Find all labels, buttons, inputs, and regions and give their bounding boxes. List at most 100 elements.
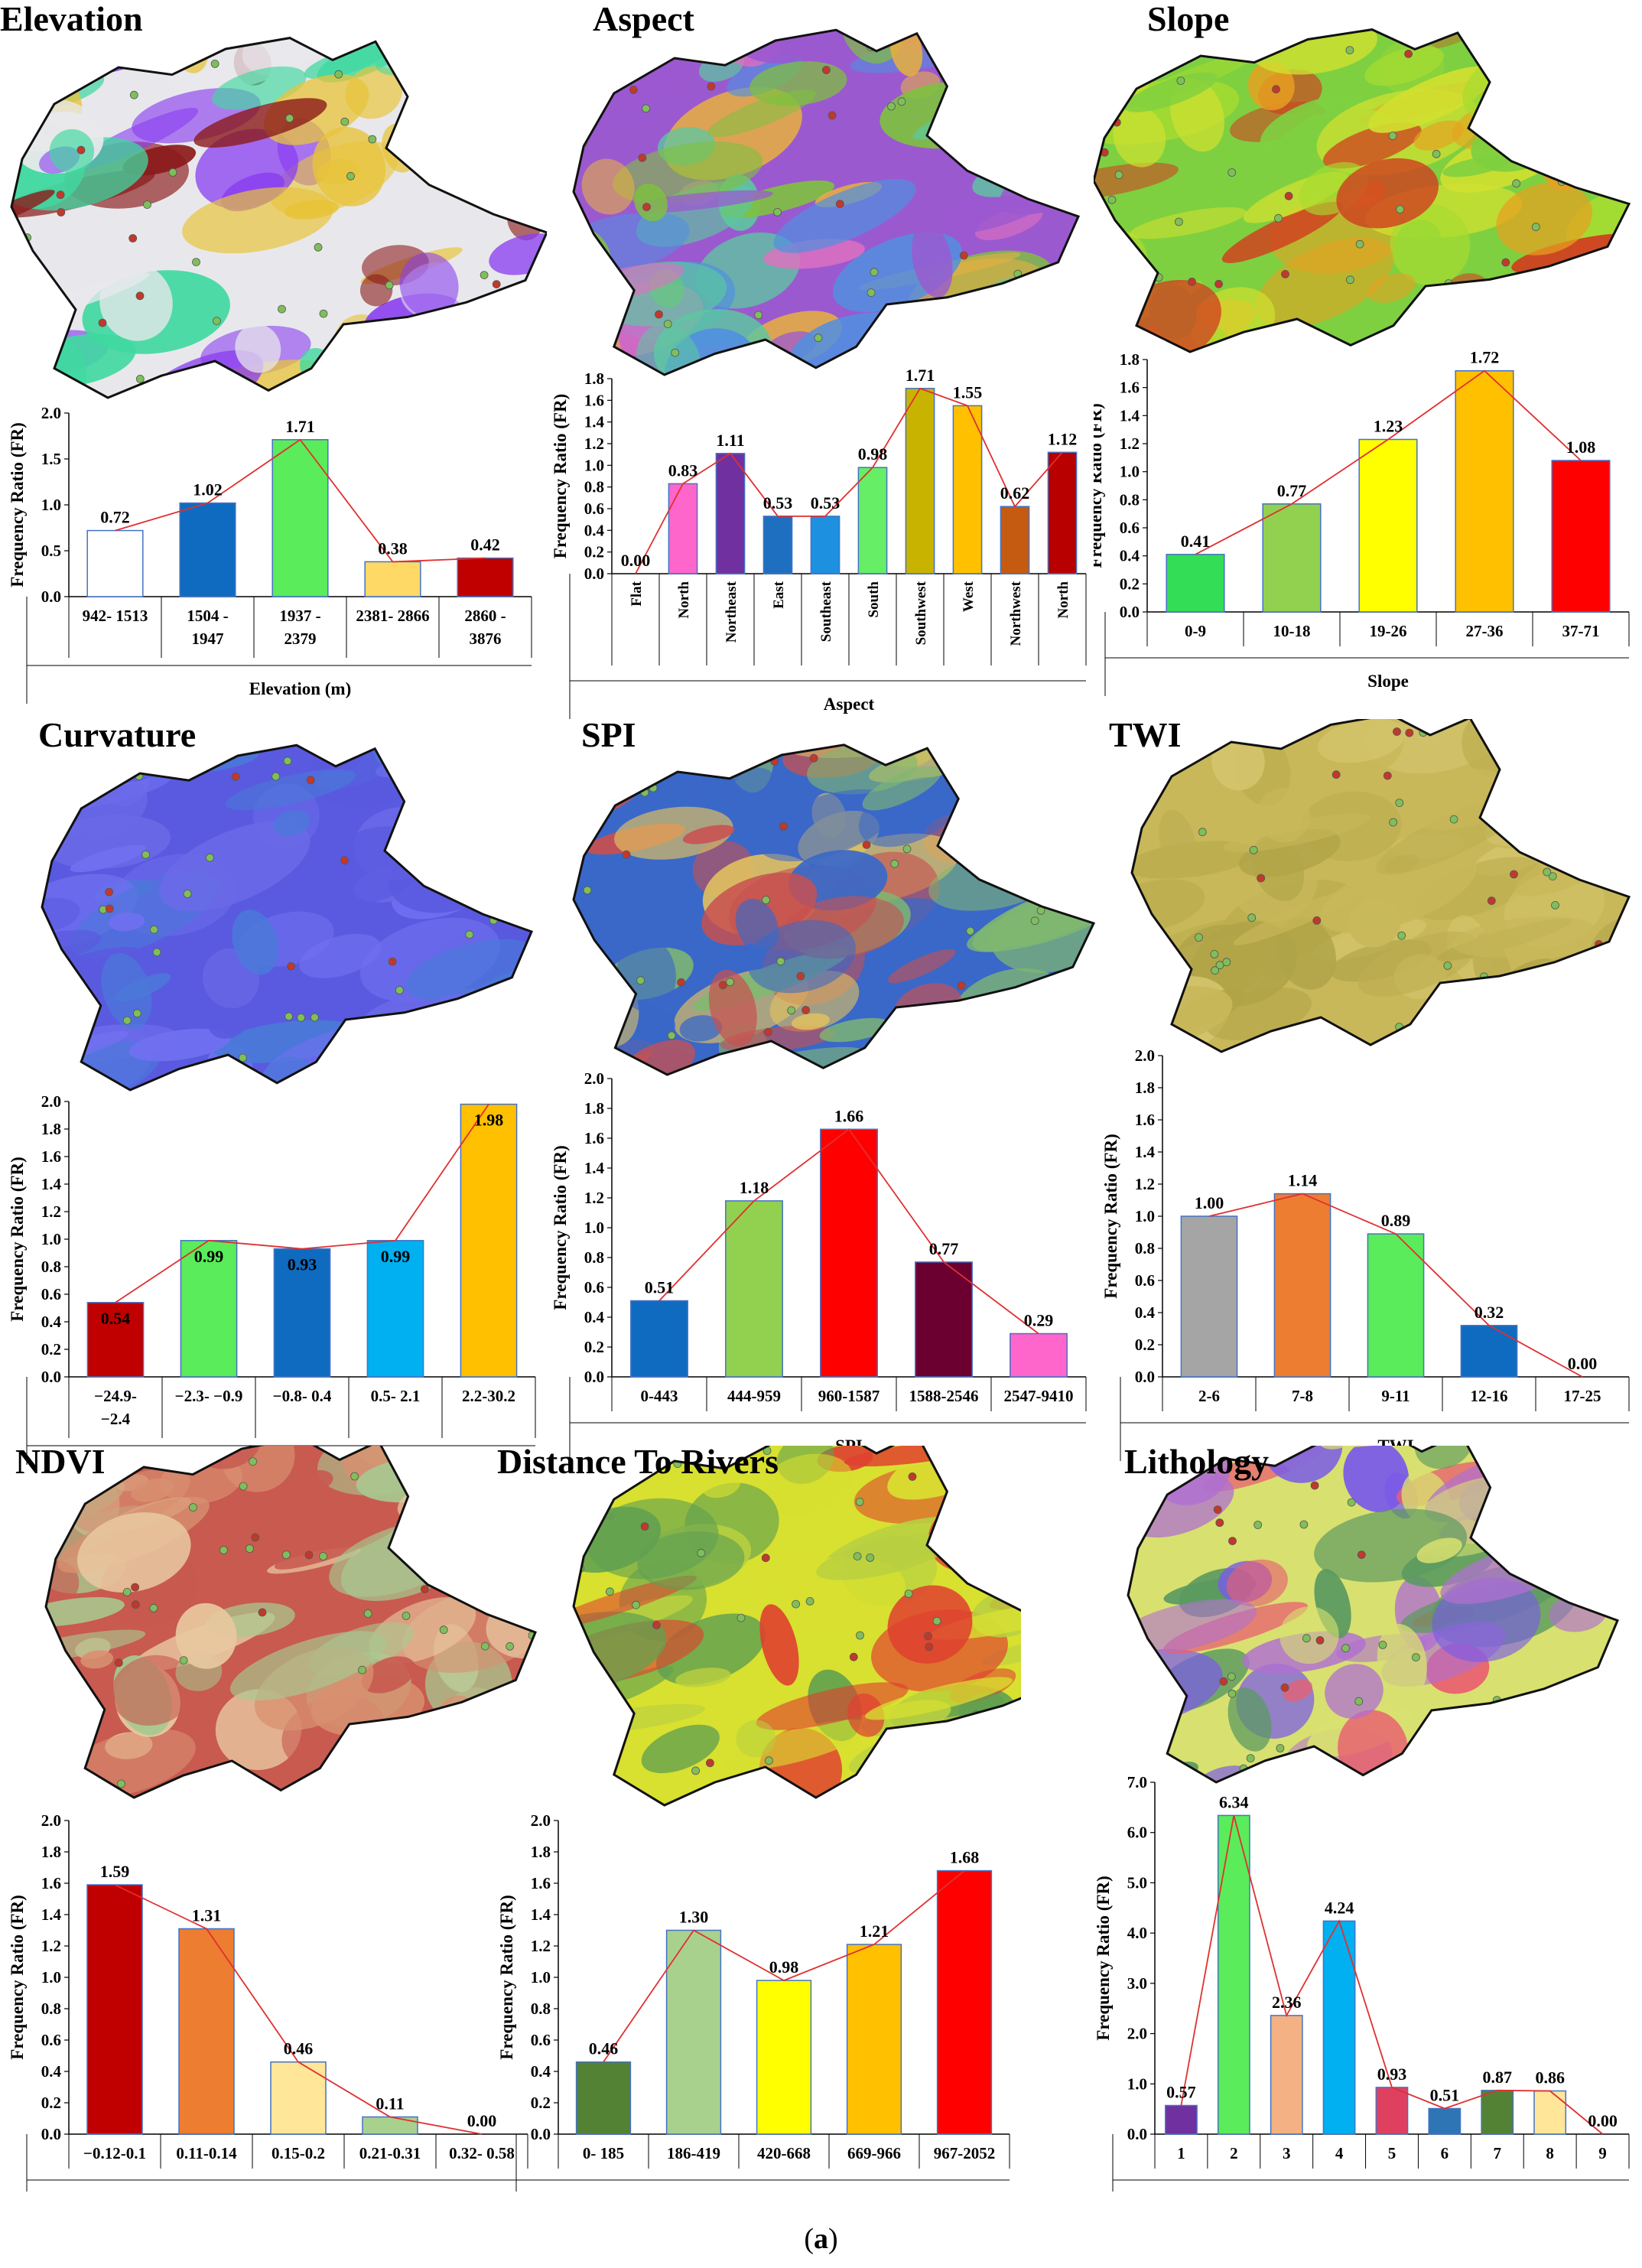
distance-to-rivers-ylabel: Frequency Ratio (FR) xyxy=(497,1895,516,2059)
lithology-trend-line xyxy=(1180,1815,1604,2135)
twi-map xyxy=(1130,719,1631,1053)
distance-to-rivers-bar xyxy=(575,2061,632,2135)
elevation-data-label: 0.72 xyxy=(100,508,130,527)
aspect-chart: 0.0 0.2 0.4 0.6 0.8 1.0 1.2 1.4 1.6 1.8 Frequency … xyxy=(551,28,1087,719)
slope-xtick: 27-36 xyxy=(1466,622,1504,640)
distance-to-rivers-panel: 0.0 0.2 0.4 0.6 0.8 1.0 1.2 1.4 1.6 1.8 2.0 Frequen… xyxy=(474,1442,1021,2192)
ndvi-ytick: 1.6 xyxy=(41,1874,61,1892)
distance-to-rivers-xtick: 420-668 xyxy=(757,2144,811,2162)
lithology-xtick: 9 xyxy=(1598,2144,1607,2162)
lithology-ytick: 5.0 xyxy=(1127,1873,1147,1892)
ndvi-ytick: 0.2 xyxy=(41,2094,61,2112)
aspect-bar xyxy=(668,483,698,574)
ndvi-bar-chart: 0.0 0.2 0.4 0.6 0.8 1.0 1.2 1.4 1.6 1.8 2.0 Frequen… xyxy=(8,1811,528,2192)
distance-to-rivers-ytick: 1.8 xyxy=(531,1843,551,1861)
distance-to-rivers-ytick: 1.6 xyxy=(531,1874,551,1892)
spi-ytick: 0.6 xyxy=(584,1278,604,1297)
aspect-map xyxy=(572,28,1081,376)
elevation-data-label: 0.38 xyxy=(378,539,408,558)
lithology-bar xyxy=(1375,2087,1409,2135)
elevation-map xyxy=(10,37,547,399)
elevation-bar xyxy=(457,557,514,597)
slope-map xyxy=(1094,28,1631,353)
spi-data-label: 0.29 xyxy=(1024,1311,1054,1330)
ndvi-ytick: 0.6 xyxy=(41,2031,61,2049)
curvature-chart: 0.0 0.2 0.4 0.6 0.8 1.0 1.2 1.4 1.6 1.8 2.0 Frequen… xyxy=(8,744,536,1465)
spi-bar xyxy=(725,1200,783,1378)
lithology-data-label: 4.24 xyxy=(1325,1898,1354,1917)
slope-xtick: 37-71 xyxy=(1562,622,1600,640)
twi-bar xyxy=(1180,1215,1238,1378)
distance-to-rivers-bar xyxy=(665,1929,722,2135)
spi-ytick: 1.4 xyxy=(584,1159,605,1177)
distance-to-rivers-data-label: 1.30 xyxy=(679,1908,709,1927)
curvature-ytick: 0.6 xyxy=(41,1285,61,1303)
slope-ytick: 1.8 xyxy=(1120,350,1140,369)
spi-ytick: 1.8 xyxy=(584,1099,604,1118)
aspect-ytick: 1.6 xyxy=(584,391,604,409)
twi-ytick: 0.8 xyxy=(1135,1239,1155,1258)
lithology-bar xyxy=(1481,2090,1514,2135)
lithology-ylabel: Frequency Ratio (FR) xyxy=(1094,1876,1113,2040)
distance-to-rivers-xtick: 0- 185 xyxy=(583,2144,624,2162)
caption-letter: a xyxy=(814,2223,828,2255)
elevation-ytick: 0.0 xyxy=(41,587,61,606)
slope-data-label: 1.23 xyxy=(1374,417,1403,436)
spi-ytick: 1.0 xyxy=(584,1219,604,1237)
curvature-ytick: 1.6 xyxy=(41,1147,61,1166)
slope-bar xyxy=(1455,369,1514,613)
twi-xtick: 12-16 xyxy=(1471,1387,1508,1405)
spi-data-label: 1.18 xyxy=(740,1178,769,1197)
aspect-ylabel: Frequency Ratio (FR) xyxy=(551,394,570,558)
spi-xtick: 2547-9410 xyxy=(1004,1387,1074,1405)
slope-bar xyxy=(1262,503,1322,613)
curvature-bar xyxy=(460,1103,518,1378)
lithology-data-label: 0.51 xyxy=(1430,2086,1460,2105)
twi-data-label: 1.00 xyxy=(1195,1193,1224,1212)
aspect-data-label: 0.98 xyxy=(858,444,888,464)
spi-ytick: 1.6 xyxy=(584,1129,604,1147)
distance-to-rivers-data-label: 0.46 xyxy=(589,2039,619,2058)
twi-ytick: 0.0 xyxy=(1135,1368,1155,1386)
twi-ytick: 1.0 xyxy=(1135,1207,1155,1225)
aspect-data-label: 1.71 xyxy=(906,366,935,385)
lithology-map xyxy=(1127,1446,1619,1784)
ndvi-ytick: 2.0 xyxy=(41,1811,61,1830)
elevation-ytick: 0.5 xyxy=(41,542,61,560)
spi-map xyxy=(572,744,1096,1076)
spi-ytick: 0.4 xyxy=(584,1308,605,1326)
aspect-bar xyxy=(905,388,935,574)
twi-chart: 0.0 0.2 0.4 0.6 0.8 1.0 1.2 1.4 1.6 1.8 2.0 Frequen… xyxy=(1101,719,1631,1461)
curvature-trend-line xyxy=(115,1104,489,1303)
spi-bar-chart: 0.0 0.2 0.4 0.6 0.8 1.0 1.2 1.4 1.6 1.8 2.0 Frequen… xyxy=(551,1069,1087,1461)
aspect-xtick: Northwest xyxy=(1008,581,1024,646)
curvature-ytick: 1.4 xyxy=(41,1175,62,1193)
twi-xtick: 2-6 xyxy=(1198,1387,1220,1405)
curvature-ytick: 0.8 xyxy=(41,1258,61,1276)
lithology-xtick: 5 xyxy=(1388,2144,1397,2162)
elevation-xlabel: Elevation (m) xyxy=(249,679,352,698)
curvature-ytick: 2.0 xyxy=(41,1092,61,1111)
aspect-ytick: 0.8 xyxy=(584,478,604,496)
distance-to-rivers-title: Distance To Rivers xyxy=(497,1442,779,1481)
aspect-ytick: 0.4 xyxy=(584,521,605,539)
twi-ytick: 1.2 xyxy=(1135,1175,1155,1193)
ndvi-ytick: 1.4 xyxy=(41,1905,62,1924)
aspect-xtick: North xyxy=(1055,581,1071,619)
aspect-data-label: 0.53 xyxy=(811,493,841,512)
lithology-data-label: 6.34 xyxy=(1219,1792,1249,1811)
distance-to-rivers-bar-chart: 0.0 0.2 0.4 0.6 0.8 1.0 1.2 1.4 1.6 1.8 2.0 Frequen… xyxy=(497,1811,1010,2192)
slope-ytick: 0.4 xyxy=(1120,547,1140,565)
curvature-ylabel: Frequency Ratio (FR) xyxy=(8,1157,27,1321)
aspect-title: Aspect xyxy=(593,0,694,38)
distance-to-rivers-ytick: 0.0 xyxy=(531,2125,551,2143)
aspect-xtick: Northeast xyxy=(723,581,740,643)
twi-ytick: 0.6 xyxy=(1135,1271,1155,1290)
aspect-data-label: 1.11 xyxy=(716,431,744,450)
spi-ytick: 0.2 xyxy=(584,1338,604,1356)
distance-to-rivers-ytick: 1.2 xyxy=(531,1937,551,1955)
curvature-ytick: 0.2 xyxy=(41,1340,61,1359)
twi-data-label: 0.89 xyxy=(1381,1211,1411,1230)
lithology-ytick: 0.0 xyxy=(1127,2125,1147,2143)
twi-ytick: 0.2 xyxy=(1135,1336,1155,1354)
